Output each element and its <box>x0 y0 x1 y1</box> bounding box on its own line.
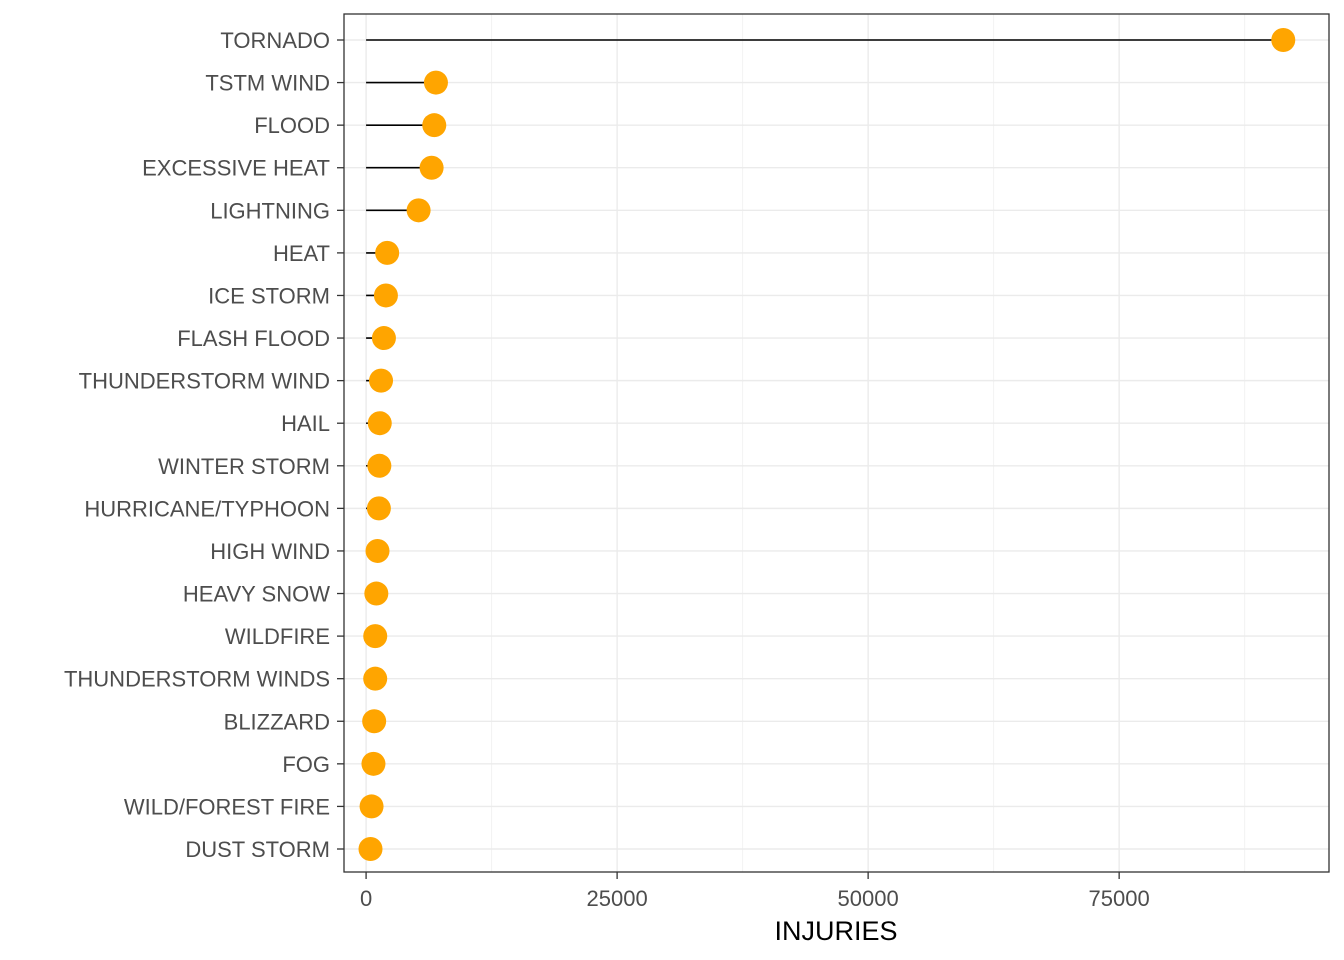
y-tick-label: BLIZZARD <box>224 709 330 734</box>
point-18 <box>359 794 384 819</box>
panel-border <box>343 13 1330 873</box>
x-axis-title: INJURIES <box>774 916 897 946</box>
point-8 <box>369 368 394 393</box>
x-axis: 0 25000 50000 75000 <box>360 872 1150 911</box>
x-tick-label: 50000 <box>838 886 899 911</box>
x-tick-label: 75000 <box>1089 886 1150 911</box>
point-9 <box>367 411 392 436</box>
gridlines <box>344 14 1329 872</box>
point-0 <box>1271 28 1296 52</box>
point-16 <box>362 709 387 734</box>
y-tick-label: WILD/FOREST FIRE <box>124 794 330 819</box>
point-10 <box>367 453 392 478</box>
x-tick-label: 25000 <box>587 886 648 911</box>
point-7 <box>371 326 396 351</box>
y-tick-label: FOG <box>282 752 330 777</box>
point-19 <box>358 837 383 861</box>
y-tick-label: HURRICANE/TYPHOON <box>84 496 330 521</box>
y-tick-label: ICE STORM <box>208 283 330 308</box>
y-tick-label: TORNADO <box>220 28 330 53</box>
points <box>358 28 1296 861</box>
point-15 <box>363 666 388 691</box>
y-tick-label: TSTM WIND <box>205 71 330 96</box>
y-tick-label: HEAT <box>273 241 330 266</box>
point-13 <box>364 581 389 606</box>
point-17 <box>361 751 386 776</box>
y-tick-label: HIGH WIND <box>210 539 330 564</box>
y-tick-label: THUNDERSTORM WINDS <box>64 667 330 692</box>
point-2 <box>422 113 447 138</box>
point-11 <box>366 496 391 521</box>
y-tick-label: DUST STORM <box>185 837 330 862</box>
y-tick-label: FLASH FLOOD <box>177 326 330 351</box>
y-tick-label: HEAVY SNOW <box>183 582 330 607</box>
x-tick-label: 0 <box>360 886 372 911</box>
point-12 <box>365 538 390 563</box>
point-6 <box>373 283 398 308</box>
y-axis: TORNADO TSTM WIND FLOOD EXCESSIVE HEAT LIGHT… <box>64 28 344 862</box>
stems <box>366 39 1284 850</box>
point-4 <box>406 198 431 223</box>
point-5 <box>375 240 400 265</box>
point-1 <box>423 70 448 95</box>
y-tick-label: WINTER STORM <box>158 454 330 479</box>
point-3 <box>419 155 444 180</box>
y-tick-label: HAIL <box>281 411 330 436</box>
point-14 <box>363 624 388 649</box>
y-tick-label: WILDFIRE <box>225 624 330 649</box>
y-tick-label: FLOOD <box>254 113 330 138</box>
y-tick-label: EXCESSIVE HEAT <box>142 156 330 181</box>
y-tick-label: THUNDERSTORM WIND <box>79 369 330 394</box>
y-tick-label: LIGHTNING <box>210 198 330 223</box>
